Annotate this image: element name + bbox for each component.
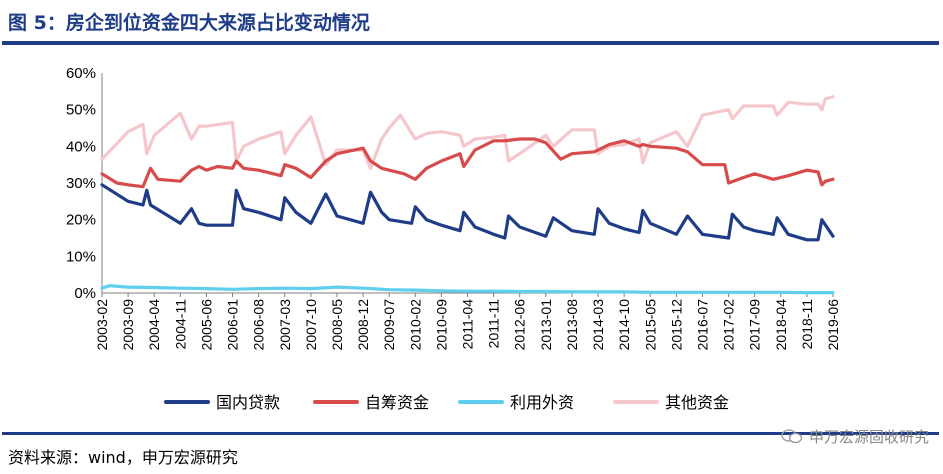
y-tick-label: 20% xyxy=(66,212,96,229)
y-tick-label: 40% xyxy=(66,138,96,155)
x-tick-label: 2005-06 xyxy=(198,299,214,351)
wechat-icon xyxy=(781,429,803,444)
x-tick-label: 2017-09 xyxy=(747,299,763,351)
series-line-3 xyxy=(100,284,835,295)
x-tick-label: 2012-06 xyxy=(512,299,528,351)
series-line-1 xyxy=(100,183,835,242)
x-axis-ticks: 2003-02 2003-09 2004-04 2004-11 2005-06 2006-… xyxy=(94,293,841,350)
y-tick-label: 50% xyxy=(66,102,96,119)
x-tick-label: 2008-05 xyxy=(329,299,345,351)
y-tick-label: 60% xyxy=(66,65,96,82)
x-tick-label: 2018-11 xyxy=(799,299,815,350)
legend-label: 其他资金 xyxy=(665,393,729,412)
y-axis-ticks: 0% 10% 20% 30% 40% 50% 60% xyxy=(66,65,96,302)
chart-legend: 国内贷款 自筹资金 利用外资 其他资金 xyxy=(164,393,729,412)
y-tick-label: 10% xyxy=(66,248,96,265)
watermark-text: 申万宏源固收研究 xyxy=(808,428,929,446)
x-tick-label: 2010-09 xyxy=(433,299,449,351)
series-line-4 xyxy=(100,95,835,170)
x-tick-label: 2003-09 xyxy=(120,299,136,351)
series-line-2 xyxy=(100,137,835,189)
x-tick-label: 2007-03 xyxy=(277,299,293,351)
x-tick-label: 2006-01 xyxy=(225,299,241,351)
x-tick-label: 2014-03 xyxy=(590,299,606,351)
x-tick-label: 2019-06 xyxy=(825,299,841,351)
x-tick-label: 2010-02 xyxy=(407,299,423,351)
x-tick-label: 2014-10 xyxy=(616,299,632,351)
watermark: 申万宏源固收研究 xyxy=(781,426,929,447)
x-tick-label: 2007-10 xyxy=(303,299,319,351)
chart-axes xyxy=(101,73,833,294)
x-tick-label: 2017-02 xyxy=(721,299,737,351)
x-tick-label: 2009-07 xyxy=(381,299,397,351)
source-note: 资料来源：wind，申万宏源研究 xyxy=(8,448,238,467)
chart-series xyxy=(100,95,835,295)
legend-label: 国内贷款 xyxy=(216,393,280,412)
legend-label: 自筹资金 xyxy=(365,393,429,412)
x-tick-label: 2004-04 xyxy=(146,299,162,351)
x-tick-label: 2015-05 xyxy=(642,299,658,351)
x-tick-label: 2008-12 xyxy=(355,299,371,351)
x-tick-label: 2018-04 xyxy=(773,299,789,351)
x-tick-label: 2015-12 xyxy=(668,299,684,351)
x-tick-label: 2013-08 xyxy=(564,299,580,351)
x-tick-label: 2011-11 xyxy=(486,299,502,349)
footer-rule xyxy=(2,432,939,435)
x-tick-label: 2011-04 xyxy=(460,299,476,350)
x-tick-label: 2016-07 xyxy=(694,299,710,351)
title-rule xyxy=(2,41,939,45)
x-tick-label: 2003-02 xyxy=(94,299,110,351)
y-tick-label: 0% xyxy=(74,285,96,302)
x-tick-label: 2006-08 xyxy=(251,299,267,351)
page-title: 图 5：房企到位资金四大来源占比变动情况 xyxy=(8,12,370,34)
legend-label: 利用外资 xyxy=(510,393,574,412)
x-tick-label: 2013-01 xyxy=(538,299,554,351)
x-tick-label: 2004-11 xyxy=(172,299,188,350)
y-tick-label: 30% xyxy=(66,175,96,192)
